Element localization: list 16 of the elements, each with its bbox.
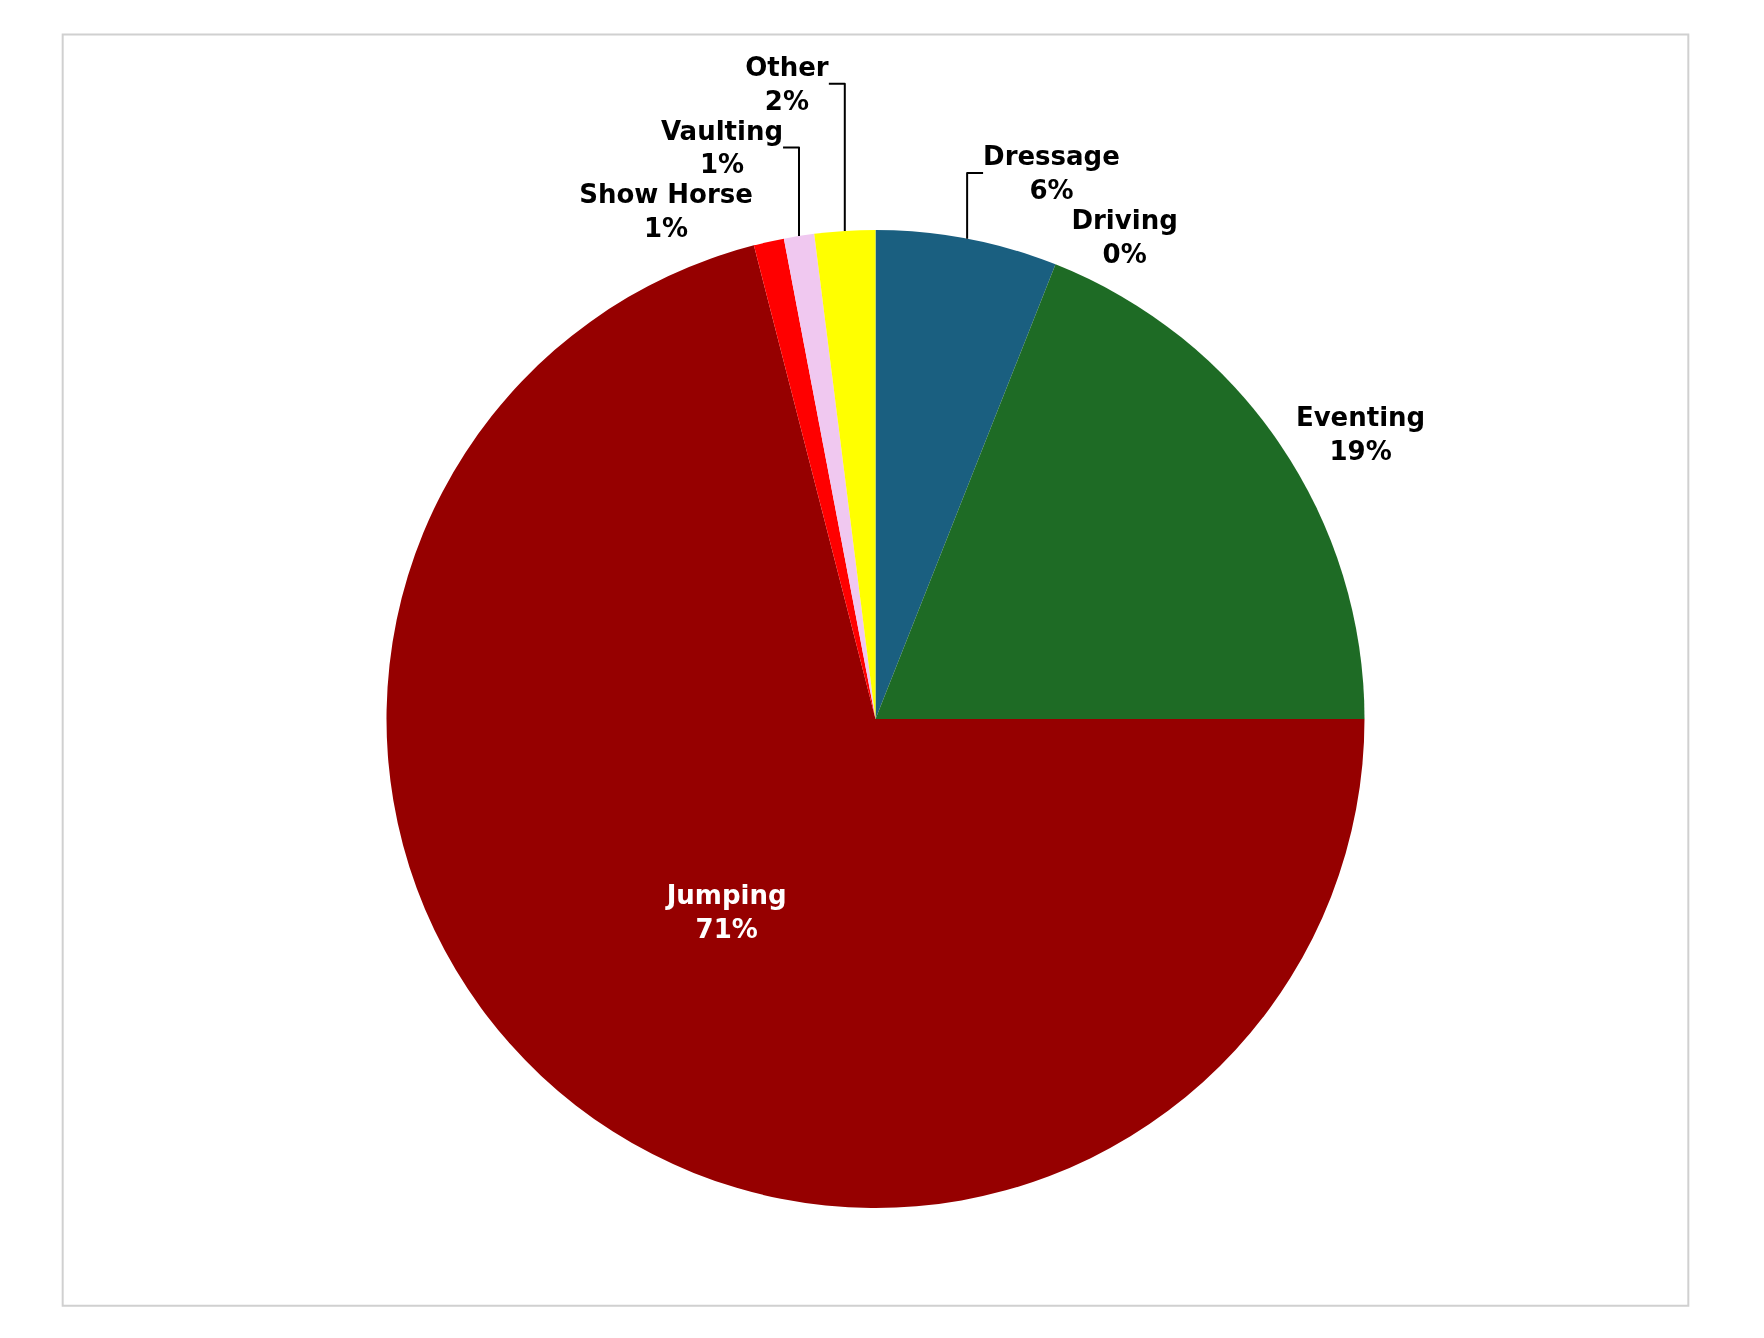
category-label: Driving bbox=[1071, 204, 1178, 235]
pie-slice bbox=[814, 230, 876, 719]
slice-label: Jumping bbox=[664, 880, 787, 911]
slice-label: Other bbox=[745, 51, 829, 82]
data-label: 2% bbox=[764, 85, 809, 116]
slice-label: Eventing bbox=[1295, 402, 1426, 433]
data-label: 19% bbox=[1329, 435, 1392, 466]
text: 0% bbox=[1102, 238, 1147, 269]
slice-label: Vaulting bbox=[660, 115, 784, 146]
slice-label: Show Horse bbox=[579, 179, 753, 210]
data-label: 1% bbox=[643, 213, 689, 244]
data-label: 6% bbox=[1029, 174, 1074, 205]
slice-label: Dressage bbox=[983, 141, 1120, 172]
data-label: 1% bbox=[699, 149, 745, 180]
data-label: 71% bbox=[695, 914, 758, 945]
pie-slice bbox=[875, 230, 1056, 719]
